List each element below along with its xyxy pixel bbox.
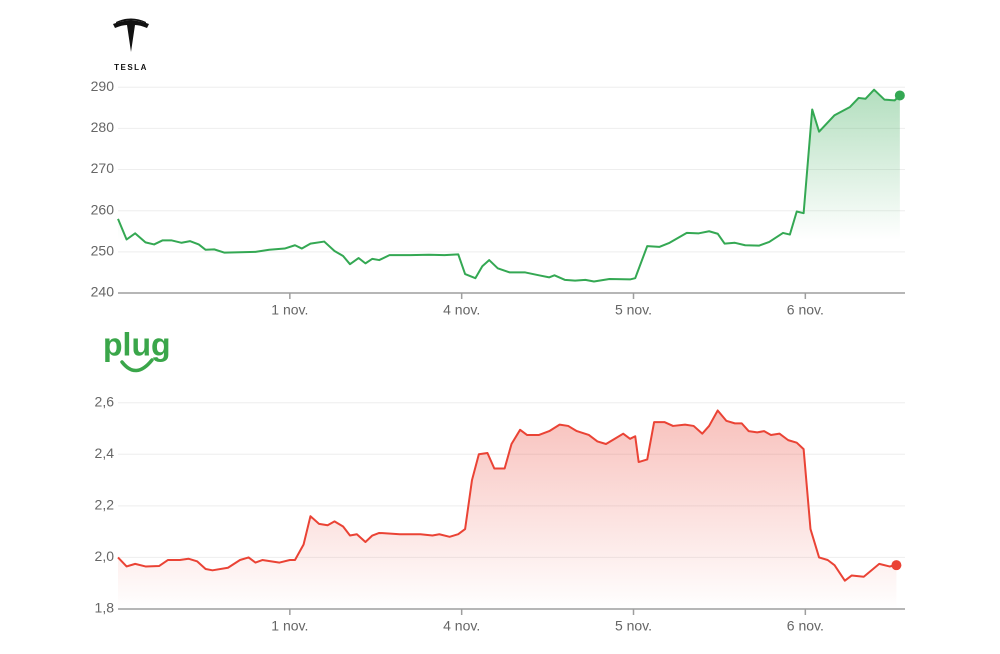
x-tick-label: 5 nov.: [615, 618, 652, 634]
x-tick-label: 1 nov.: [271, 302, 308, 318]
x-tick-label: 4 nov.: [443, 618, 480, 634]
y-tick-label: 1,8: [95, 600, 115, 616]
x-tick-label: 5 nov.: [615, 302, 652, 318]
area: [118, 89, 900, 293]
y-tick-label: 270: [91, 160, 115, 176]
end-point: [891, 560, 902, 571]
area: [118, 410, 897, 609]
line: [117, 409, 897, 582]
line: [117, 88, 901, 283]
y-tick-label: 2,2: [95, 497, 115, 513]
tesla-logo: TESLA: [113, 18, 149, 72]
x-tick-label: 1 nov.: [271, 618, 308, 634]
x-tick-label: 6 nov.: [787, 618, 824, 634]
y-tick-label: 2,4: [95, 445, 115, 461]
y-tick-label: 240: [91, 284, 115, 300]
x-tick-label: 6 nov.: [787, 302, 824, 318]
y-tick-label: 260: [91, 201, 115, 217]
y-tick-label: 290: [91, 78, 115, 94]
plug-logo: plug: [103, 326, 171, 373]
logo-text: TESLA: [114, 63, 148, 72]
y-tick-label: 2,0: [95, 548, 115, 564]
x-tick-label: 4 nov.: [443, 302, 480, 318]
y-tick-label: 280: [91, 119, 115, 135]
logo-text: plug: [103, 326, 171, 362]
y-tick-label: 250: [91, 243, 115, 259]
y-tick-label: 2,6: [95, 393, 115, 409]
end-point: [894, 90, 905, 101]
